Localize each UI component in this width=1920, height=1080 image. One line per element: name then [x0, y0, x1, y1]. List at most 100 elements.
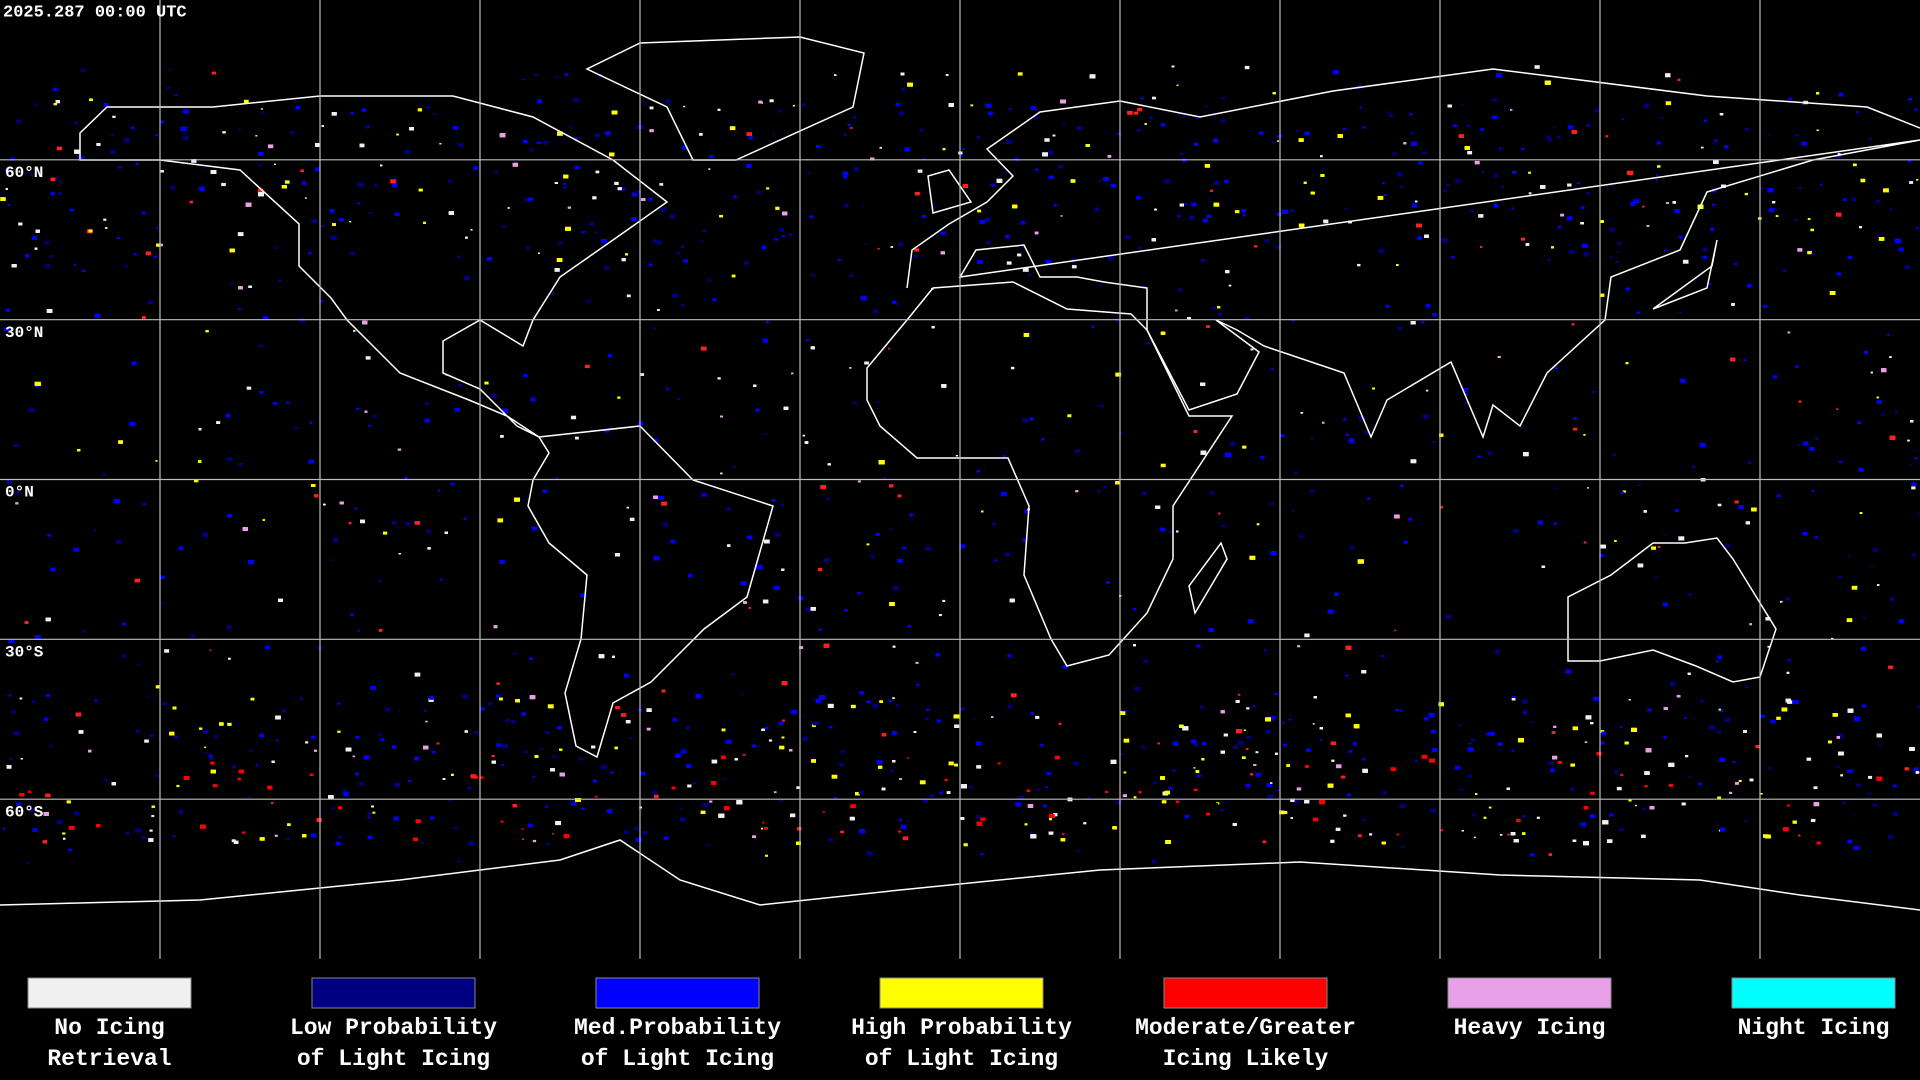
icing-pixel — [1596, 751, 1602, 756]
icing-pixel — [365, 124, 370, 129]
icing-pixel — [595, 231, 598, 234]
icing-pixel — [1772, 375, 1778, 379]
icing-pixel — [607, 354, 612, 357]
icing-pixel — [1853, 846, 1860, 850]
icing-pixel — [1800, 102, 1805, 106]
icing-pixel — [635, 190, 641, 195]
icing-pixel — [1076, 126, 1083, 130]
icing-pixel — [849, 367, 852, 369]
icing-pixel — [1075, 490, 1079, 493]
icing-pixel — [122, 622, 126, 626]
icing-pixel — [155, 774, 159, 778]
icing-pixel — [547, 704, 554, 709]
icing-pixel — [1423, 414, 1429, 419]
icing-pixel — [1692, 465, 1695, 468]
icing-pixel — [1137, 107, 1143, 112]
icing-pixel — [287, 823, 291, 826]
icing-pixel — [94, 699, 98, 702]
icing-pixel — [1044, 138, 1050, 142]
icing-pixel — [1220, 750, 1225, 754]
icing-pixel — [337, 730, 341, 733]
icing-pixel — [8, 204, 11, 206]
icing-pixel — [1459, 724, 1462, 727]
icing-pixel — [331, 807, 336, 810]
icing-pixel — [79, 156, 85, 161]
icing-pixel — [1003, 172, 1006, 174]
icing-pixel — [1200, 258, 1206, 263]
icing-pixel — [773, 133, 775, 136]
icing-pixel — [1913, 767, 1919, 771]
icing-pixel — [1268, 716, 1275, 721]
icing-pixel — [879, 146, 882, 149]
icing-pixel — [897, 494, 902, 498]
icing-pixel — [1400, 484, 1404, 487]
icing-pixel — [1814, 437, 1819, 440]
icing-pixel — [1312, 723, 1315, 725]
icing-pixel — [1220, 710, 1225, 714]
icing-pixel — [1816, 129, 1819, 131]
icing-pixel — [1703, 119, 1707, 122]
icing-pixel — [1916, 226, 1919, 229]
icing-pixel — [1782, 269, 1787, 272]
icing-pixel — [1594, 108, 1600, 113]
icing-pixel — [1009, 598, 1015, 603]
icing-pixel — [1553, 522, 1557, 525]
icing-pixel — [1219, 808, 1224, 812]
icing-pixel — [1861, 704, 1867, 708]
icing-pixel — [258, 152, 264, 156]
icing-pixel — [1354, 645, 1357, 648]
icing-pixel — [614, 181, 619, 185]
icing-pixel — [117, 236, 120, 239]
icing-pixel — [69, 208, 74, 212]
icing-pixel — [1600, 220, 1604, 223]
icing-pixel — [1522, 427, 1525, 429]
icing-pixel — [979, 220, 986, 225]
icing-pixel — [414, 756, 420, 761]
icing-pixel — [118, 440, 123, 444]
icing-pixel — [43, 717, 49, 721]
icing-pixel — [646, 727, 651, 731]
icing-pixel — [1060, 215, 1063, 217]
icing-pixel — [142, 503, 146, 506]
icing-pixel — [555, 476, 559, 479]
icing-pixel — [680, 749, 687, 754]
icing-pixel — [1042, 152, 1048, 157]
icing-pixel — [1786, 671, 1790, 674]
icing-pixel — [731, 274, 736, 278]
icing-pixel — [1067, 414, 1072, 418]
icing-pixel — [1522, 815, 1526, 818]
icing-pixel — [274, 834, 278, 837]
icing-pixel — [111, 133, 114, 136]
icing-pixel — [946, 791, 951, 794]
icing-pixel — [1122, 794, 1127, 798]
icing-pixel — [765, 854, 768, 857]
icing-pixel — [1196, 117, 1199, 119]
icing-pixel — [1153, 781, 1157, 785]
icing-pixel — [463, 276, 470, 281]
icing-pixel — [16, 802, 21, 806]
icing-pixel — [902, 836, 909, 841]
icing-pixel — [1807, 251, 1812, 255]
icing-pixel — [1048, 831, 1054, 835]
icing-pixel — [555, 76, 559, 79]
icing-pixel — [1133, 111, 1139, 115]
icing-pixel — [872, 309, 879, 313]
icing-pixel — [523, 374, 528, 377]
icing-pixel — [286, 837, 290, 840]
icing-pixel — [907, 757, 910, 759]
icing-pixel — [1751, 507, 1757, 512]
icing-pixel — [1331, 759, 1335, 762]
icing-pixel — [1522, 699, 1528, 704]
icing-pixel — [1643, 510, 1647, 513]
icing-pixel — [1035, 715, 1040, 719]
icing-pixel — [353, 330, 356, 332]
icing-pixel — [1461, 104, 1464, 106]
icing-pixel — [1410, 459, 1417, 464]
icing-pixel — [1106, 581, 1110, 584]
icing-pixel — [531, 526, 537, 531]
icing-pixel — [1583, 806, 1589, 810]
icing-pixel — [1352, 742, 1357, 746]
icing-pixel — [59, 192, 62, 195]
icing-pixel — [150, 734, 154, 737]
icing-pixel — [1305, 765, 1309, 768]
